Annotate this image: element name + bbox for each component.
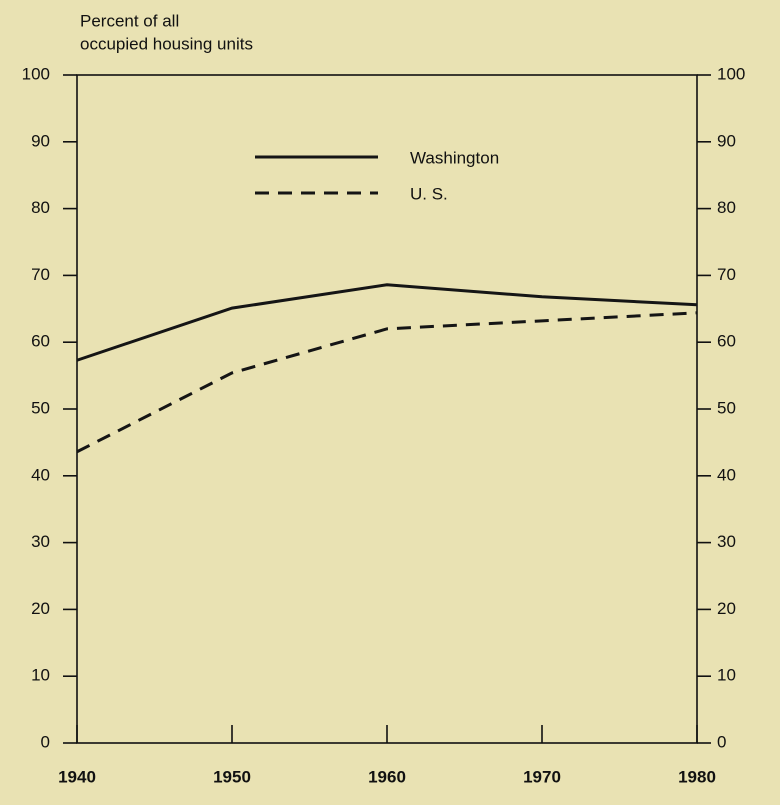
- plot-frame: [76, 74, 698, 744]
- y2-tick-label: 70: [717, 265, 736, 284]
- y-axis-label: Percent of all: [80, 11, 179, 30]
- y-tick-label: 70: [31, 265, 50, 284]
- y2-tick-label: 90: [717, 131, 736, 150]
- y2-tick-label: 100: [717, 64, 745, 83]
- y-tick-label: 0: [41, 732, 50, 751]
- legend-label: Washington: [410, 148, 499, 167]
- x-tick-label: 1980: [678, 767, 716, 786]
- y-tick-label: 10: [31, 666, 50, 685]
- y-axis-label: occupied housing units: [80, 34, 253, 53]
- y-tick-label: 60: [31, 332, 50, 351]
- y2-tick-label: 30: [717, 532, 736, 551]
- x-tick-label: 1950: [213, 767, 251, 786]
- y-tick-label: 40: [31, 465, 50, 484]
- y2-tick-label: 50: [717, 398, 736, 417]
- y-tick-label: 100: [22, 64, 50, 83]
- y2-tick-label: 10: [717, 666, 736, 685]
- y-tick-label: 20: [31, 599, 50, 618]
- y-tick-label: 30: [31, 532, 50, 551]
- series-line: [76, 311, 698, 454]
- x-tick-label: 1960: [368, 767, 406, 786]
- y2-tick-label: 60: [717, 332, 736, 351]
- legend-label: U. S.: [410, 184, 448, 203]
- series-line: [76, 283, 698, 362]
- y-tick-label: 80: [31, 198, 50, 217]
- x-tick-label: 1970: [523, 767, 561, 786]
- y-tick-label: 90: [31, 131, 50, 150]
- y2-tick-label: 20: [717, 599, 736, 618]
- y2-tick-label: 0: [717, 732, 726, 751]
- y2-tick-label: 80: [717, 198, 736, 217]
- y-tick-label: 50: [31, 398, 50, 417]
- y2-tick-label: 40: [717, 465, 736, 484]
- x-tick-label: 1940: [58, 767, 96, 786]
